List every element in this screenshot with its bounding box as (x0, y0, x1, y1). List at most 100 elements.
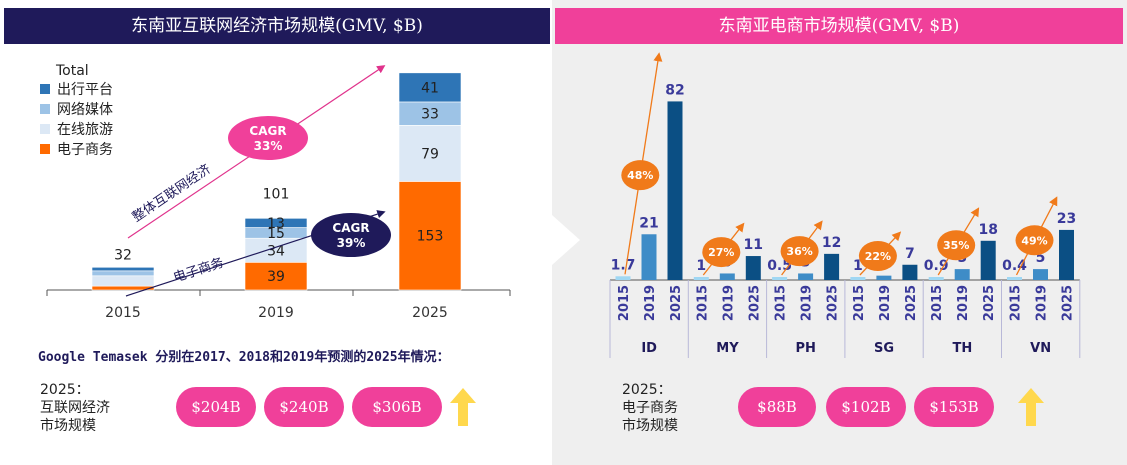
year-tick-label: 2025 (747, 285, 762, 321)
cagr-badge (621, 160, 660, 191)
bar-value-label: 82 (665, 82, 684, 98)
segment-value-label: 39 (267, 269, 285, 285)
forecast-right-label-line: 电子商务 (622, 400, 678, 416)
cagr-badge (702, 237, 741, 268)
x-tick-label: 2015 (105, 305, 141, 321)
legend-title: Total (55, 63, 89, 79)
country-year-bar (1033, 269, 1048, 280)
year-tick-label: 2025 (826, 285, 841, 321)
up-arrow-icon (1018, 388, 1044, 426)
year-tick-label: 2015 (774, 285, 789, 321)
segment-value-label: 15 (267, 226, 285, 242)
overall-cagr-value: 33% (254, 139, 283, 153)
country-year-bar (719, 273, 735, 280)
overall-cagr-label: CAGR (249, 124, 286, 138)
ecommerce-trend-label: 电子商务 (171, 255, 225, 286)
cagr-badge (937, 230, 976, 261)
country-label: ID (641, 341, 657, 356)
year-tick-label: 2019 (956, 285, 971, 321)
bar-total-label: 32 (114, 247, 132, 263)
country-year-bar (1007, 277, 1022, 280)
stacked-bar-segment (244, 218, 308, 228)
year-tick-label: 2025 (669, 285, 684, 321)
country-label: PH (796, 341, 816, 356)
stacked-bar-segment (91, 270, 155, 277)
country-year-bar (902, 264, 918, 280)
bar-value-label: 23 (1057, 211, 1076, 227)
forecast-right-pill-2017: $88B (738, 387, 816, 427)
segment-value-label: 33 (421, 107, 439, 123)
stacked-bar-segment (398, 181, 462, 291)
year-tick-label: 2025 (982, 285, 997, 321)
forecast-left-pill-2018: $240B (264, 387, 344, 427)
stacked-bar-segment (91, 266, 155, 272)
forecast-left-label: 2025： 互联网经济 市场规模 (40, 381, 110, 435)
year-tick-label: 2019 (721, 285, 736, 321)
forecast-footnote: Google Temasek 分别在2017、2018和2019年预测的2025… (38, 350, 450, 365)
forecast-right-pill-2018: $102B (826, 387, 906, 427)
cagr-badge (1015, 225, 1054, 256)
bar-value-label: 18 (978, 222, 997, 238)
cagr-badge-value: 27% (708, 246, 734, 259)
cagr-badge-value: 35% (943, 239, 969, 252)
forecast-left-pill-2017: $204B (176, 387, 256, 427)
country-year-bar (745, 256, 761, 280)
segment-value-label: 41 (421, 80, 439, 96)
segment-value-label: 34 (267, 243, 285, 259)
bar-value-label: 1 (696, 258, 706, 274)
forecast-left-label-line: 市场规模 (40, 418, 96, 434)
bar-value-label: 5 (1036, 250, 1046, 266)
year-tick-label: 2015 (617, 285, 632, 321)
forecast-left-label-line: 2025： (40, 382, 90, 398)
stacked-bar-segment (91, 275, 155, 287)
forecast-right-label: 2025： 电子商务 市场规模 (622, 381, 678, 435)
right-chart-title: 东南亚电商市场规模(GMV, $B) (555, 8, 1123, 44)
country-year-bar (615, 276, 631, 280)
legend-swatch (40, 144, 50, 154)
forecast-right-label-line: 2025： (622, 382, 672, 398)
cagr-badge (780, 236, 819, 267)
country-year-bar (876, 275, 892, 280)
legend-label: 在线旅游 (57, 122, 113, 138)
bar-value-label: 21 (639, 215, 658, 231)
year-tick-label: 2015 (852, 285, 867, 321)
stacked-bar-segment (398, 72, 462, 103)
country-year-bar (693, 277, 709, 280)
bar-total-label: 101 (263, 186, 290, 202)
country-label: VN (1030, 341, 1051, 356)
bar-value-label: 0.4 (1002, 258, 1027, 274)
x-tick-label: 2025 (412, 305, 448, 321)
ecommerce-cagr-badge (311, 213, 391, 257)
legend-label: 电子商务 (57, 142, 113, 158)
country-year-bar (641, 234, 657, 280)
cagr-badge (858, 240, 897, 271)
country-year-bar (980, 240, 996, 280)
cagr-badge-value: 22% (865, 250, 891, 263)
up-arrow-icon (450, 388, 476, 426)
country-label: TH (952, 341, 972, 356)
year-tick-label: 2019 (800, 285, 815, 321)
forecast-right-pill-2019: $153B (914, 387, 994, 427)
legend-swatch (40, 124, 50, 134)
x-tick-label: 2019 (258, 305, 294, 321)
country-year-bar (798, 273, 814, 280)
bar-value-label: 11 (744, 237, 763, 253)
forecast-left-pill-2019: $306B (352, 387, 442, 427)
country-year-bar (850, 277, 866, 280)
forecast-right-label-line: 市场规模 (622, 418, 678, 434)
legend-label: 出行平台 (57, 82, 113, 98)
cagr-badge-value: 36% (786, 245, 812, 258)
bar-value-label: 0.9 (924, 258, 949, 274)
stacked-bar-segment (398, 125, 462, 182)
year-tick-label: 2015 (1009, 285, 1024, 321)
year-tick-label: 2015 (930, 285, 945, 321)
country-year-bar (928, 277, 944, 280)
legend-swatch (40, 84, 50, 94)
country-label: MY (716, 341, 739, 356)
country-year-bar (824, 253, 840, 280)
bar-value-label: 1 (853, 258, 863, 274)
country-year-bar (1059, 229, 1074, 280)
bar-value-label: 12 (822, 235, 841, 251)
panel-divider-notch (552, 215, 580, 265)
